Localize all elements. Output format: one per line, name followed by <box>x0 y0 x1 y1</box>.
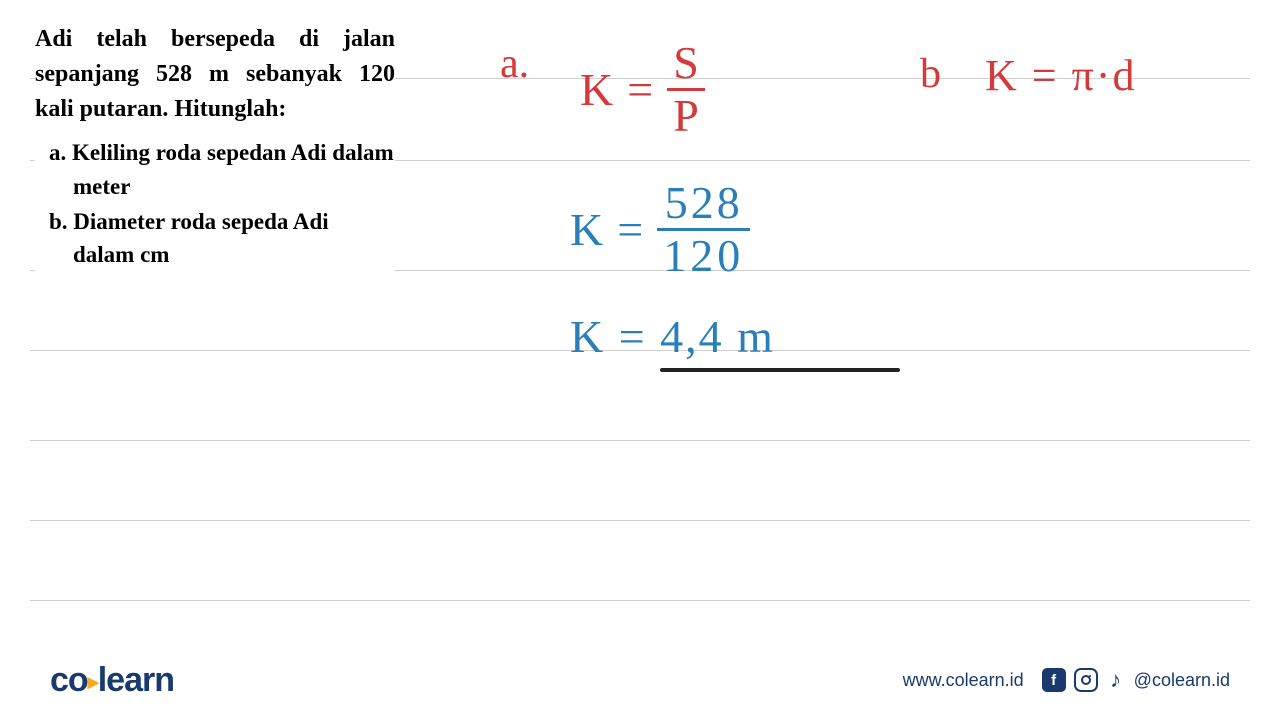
hw-a-denominator: P <box>667 88 705 139</box>
question-part-a: a. Keliling roda sepedan Adi dalam meter <box>35 136 395 203</box>
hw-step2-eq: = <box>617 203 643 256</box>
question-panel: Adi telah bersepeda di jalan sepanjang 5… <box>35 22 395 274</box>
question-main: Adi telah bersepeda di jalan sepanjang 5… <box>35 22 395 126</box>
hw-a-K: K <box>580 63 613 116</box>
hw-step2-numerator: 528 <box>659 180 749 228</box>
rule-line <box>30 520 1250 521</box>
social-handle[interactable]: @colearn.id <box>1134 670 1230 691</box>
hw-a-numerator: S <box>667 40 705 88</box>
logo-dot-icon: ▸ <box>88 669 98 694</box>
logo-learn: learn <box>98 661 174 699</box>
footer: co▸learn www.colearn.id f ♪ @colearn.id <box>0 650 1280 720</box>
rule-line <box>30 440 1250 441</box>
social-icons: f ♪ @colearn.id <box>1042 668 1230 692</box>
hw-a-eq: = <box>627 63 653 116</box>
brand-logo: co▸learn <box>50 661 174 700</box>
hw-step2: K = 528 120 <box>570 180 750 279</box>
hw-result-underline <box>660 368 900 372</box>
hw-result: K = 4,4 m <box>570 310 775 363</box>
rule-line <box>30 600 1250 601</box>
question-part-b: b. Diameter roda sepeda Adi dalam cm <box>35 205 395 272</box>
hw-step2-fraction: 528 120 <box>657 180 750 279</box>
hw-a-fraction: S P <box>667 40 705 139</box>
footer-right: www.colearn.id f ♪ @colearn.id <box>903 668 1230 692</box>
hw-a-label: a. <box>500 40 529 88</box>
logo-co: co <box>50 661 88 699</box>
hw-b-label: b <box>920 50 941 98</box>
hw-a-formula: K = S P <box>580 40 705 139</box>
instagram-icon[interactable] <box>1074 668 1098 692</box>
hw-b-formula: K = π·d <box>985 50 1136 101</box>
hw-step2-K: K <box>570 203 603 256</box>
facebook-icon[interactable]: f <box>1042 668 1066 692</box>
website-link[interactable]: www.colearn.id <box>903 670 1024 691</box>
tiktok-icon[interactable]: ♪ <box>1106 668 1126 692</box>
hw-step2-denominator: 120 <box>657 228 750 279</box>
